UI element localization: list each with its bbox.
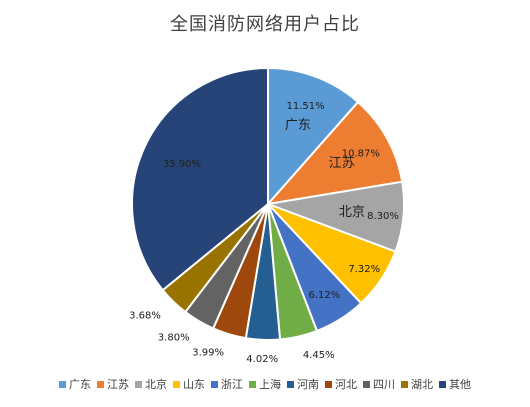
legend-item: 浙江	[211, 376, 243, 392]
legend-swatch	[173, 380, 180, 388]
pie-slice-其他	[131, 66, 269, 292]
legend-label: 广东	[69, 378, 91, 391]
legend-item: 河北	[325, 376, 357, 392]
legend-label: 四川	[373, 378, 395, 391]
slice-category-label: 江苏	[329, 155, 355, 171]
slice-value-label: 4.02%	[246, 354, 278, 365]
legend-item: 上海	[249, 376, 281, 392]
legend-swatch	[287, 380, 294, 388]
legend-swatch	[401, 380, 408, 388]
legend-label: 上海	[259, 378, 281, 391]
legend-item: 广东	[59, 376, 91, 392]
legend-item: 山东	[173, 376, 205, 392]
slice-value-label: 7.32%	[348, 264, 380, 275]
legend-label: 北京	[145, 378, 167, 391]
legend-label: 湖北	[411, 378, 433, 391]
legend-item: 北京	[135, 376, 167, 392]
slice-value-label: 4.45%	[303, 350, 335, 361]
legend-swatch	[97, 380, 104, 388]
pie-slice-江苏	[265, 100, 404, 206]
legend-item: 其他	[439, 376, 471, 392]
slice-value-label: 3.68%	[129, 311, 161, 322]
slice-value-label: 8.30%	[367, 211, 399, 222]
legend-swatch	[135, 380, 142, 388]
chart-legend: 广东 江苏 北京 山东 浙江 上海 河南 河北 四川 湖北 其他	[0, 376, 530, 392]
slice-value-label: 35.90%	[163, 159, 201, 170]
legend-label: 山东	[183, 378, 205, 391]
slice-value-label: 3.99%	[192, 348, 224, 359]
chart-title: 全国消防网络用户占比	[170, 14, 360, 35]
legend-item: 河南	[287, 376, 319, 392]
slice-value-label: 6.12%	[309, 290, 341, 301]
slice-value-label: 10.87%	[342, 149, 380, 160]
legend-label: 河南	[297, 378, 319, 391]
legend-swatch	[59, 380, 66, 388]
legend-swatch	[249, 380, 256, 388]
legend-label: 河北	[335, 378, 357, 391]
slice-category-label: 北京	[339, 205, 365, 220]
legend-swatch	[363, 380, 370, 388]
legend-item: 湖北	[401, 376, 433, 392]
legend-label: 浙江	[221, 378, 243, 391]
legend-label: 其他	[449, 378, 471, 391]
legend-swatch	[325, 380, 332, 388]
legend-label: 江苏	[107, 378, 129, 391]
legend-swatch	[211, 380, 218, 388]
legend-swatch	[439, 380, 446, 388]
pie-slice-广东	[267, 66, 360, 207]
slice-value-label: 3.80%	[158, 333, 190, 344]
slice-value-label: 11.51%	[286, 101, 324, 112]
legend-item: 江苏	[97, 376, 129, 392]
legend-item: 四川	[363, 376, 395, 392]
slice-category-label: 广东	[285, 118, 311, 133]
